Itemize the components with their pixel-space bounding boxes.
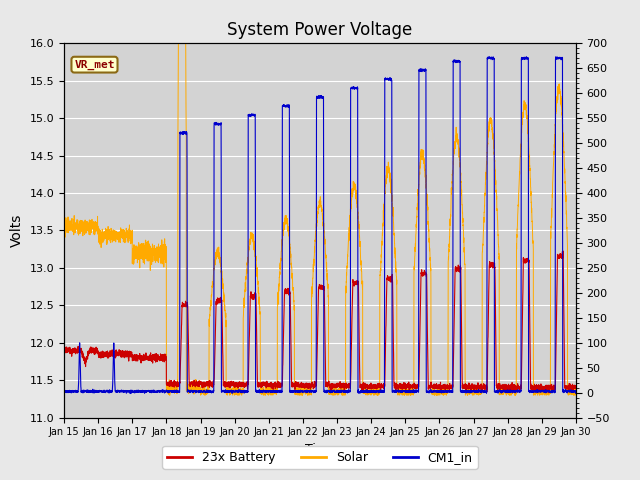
CM1_in bbox=[435, 388, 442, 394]
23x Battery bbox=[301, 383, 308, 388]
Solar bbox=[572, 389, 579, 395]
CM1_in bbox=[572, 388, 580, 394]
Solar bbox=[464, 392, 472, 398]
Y-axis label: Volts: Volts bbox=[10, 214, 24, 247]
Solar bbox=[435, 387, 442, 393]
Line: 23x Battery: 23x Battery bbox=[64, 251, 576, 393]
Text: VR_met: VR_met bbox=[74, 60, 115, 70]
23x Battery bbox=[572, 383, 580, 388]
Solar bbox=[572, 388, 580, 394]
Solar bbox=[166, 393, 173, 398]
23x Battery bbox=[60, 349, 68, 355]
Legend: 23x Battery, Solar, CM1_in: 23x Battery, Solar, CM1_in bbox=[163, 446, 477, 469]
Line: Solar: Solar bbox=[64, 0, 576, 396]
CM1_in bbox=[464, 388, 472, 394]
Solar bbox=[406, 392, 414, 397]
CM1_in bbox=[152, 388, 160, 394]
X-axis label: Time: Time bbox=[305, 443, 335, 456]
23x Battery bbox=[152, 353, 160, 359]
CM1_in bbox=[572, 388, 579, 394]
Solar bbox=[60, 220, 68, 226]
Line: CM1_in: CM1_in bbox=[64, 57, 576, 394]
23x Battery bbox=[435, 383, 442, 388]
CM1_in bbox=[406, 387, 414, 393]
CM1_in bbox=[60, 388, 68, 394]
23x Battery bbox=[559, 248, 567, 254]
23x Battery bbox=[406, 383, 414, 389]
23x Battery bbox=[572, 383, 579, 389]
Solar bbox=[301, 386, 308, 392]
Solar bbox=[152, 251, 160, 256]
CM1_in bbox=[127, 391, 134, 396]
23x Battery bbox=[509, 390, 516, 396]
23x Battery bbox=[463, 382, 471, 388]
Title: System Power Voltage: System Power Voltage bbox=[227, 21, 413, 39]
CM1_in bbox=[301, 389, 308, 395]
CM1_in bbox=[485, 54, 493, 60]
